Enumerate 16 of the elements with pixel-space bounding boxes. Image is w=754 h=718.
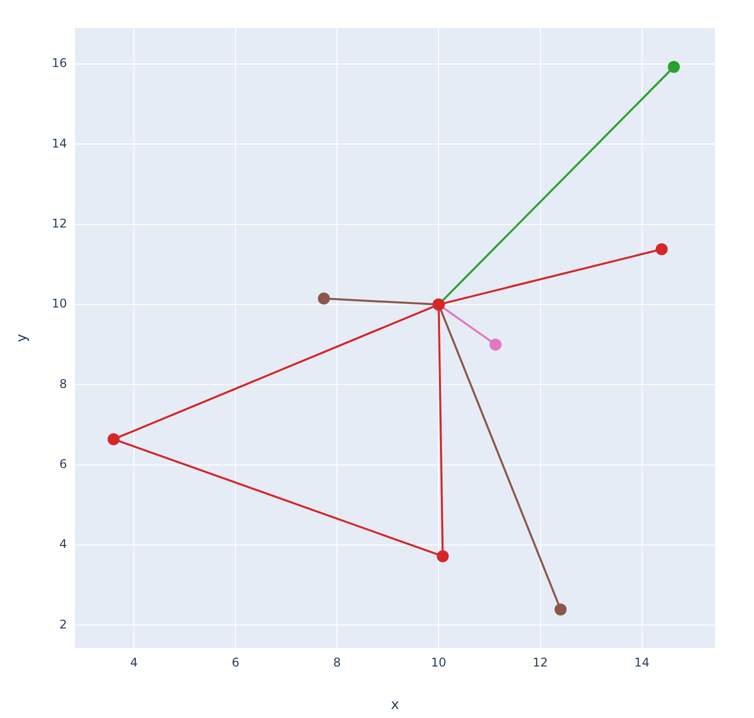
y-tick-label: 14 xyxy=(52,136,67,150)
x-tick-label: 4 xyxy=(130,655,138,670)
y-axis-title: y xyxy=(14,334,30,342)
y-tick-label: 6 xyxy=(59,456,67,471)
y-tick-label: 8 xyxy=(59,376,67,391)
x-tick-label: 10 xyxy=(431,655,446,670)
y-tick-label: 10 xyxy=(52,296,67,311)
y-tick-label: 4 xyxy=(59,537,67,552)
y-tick-label: 12 xyxy=(52,216,67,231)
x-tick-label: 8 xyxy=(333,655,341,670)
x-tick-label: 12 xyxy=(532,655,548,670)
x-tick-label: 6 xyxy=(232,655,240,670)
y-tick-label: 16 xyxy=(52,56,67,70)
x-axis-title: x xyxy=(390,697,400,714)
y-tick-label: 2 xyxy=(59,617,67,632)
x-tick-label: 14 xyxy=(634,655,650,670)
